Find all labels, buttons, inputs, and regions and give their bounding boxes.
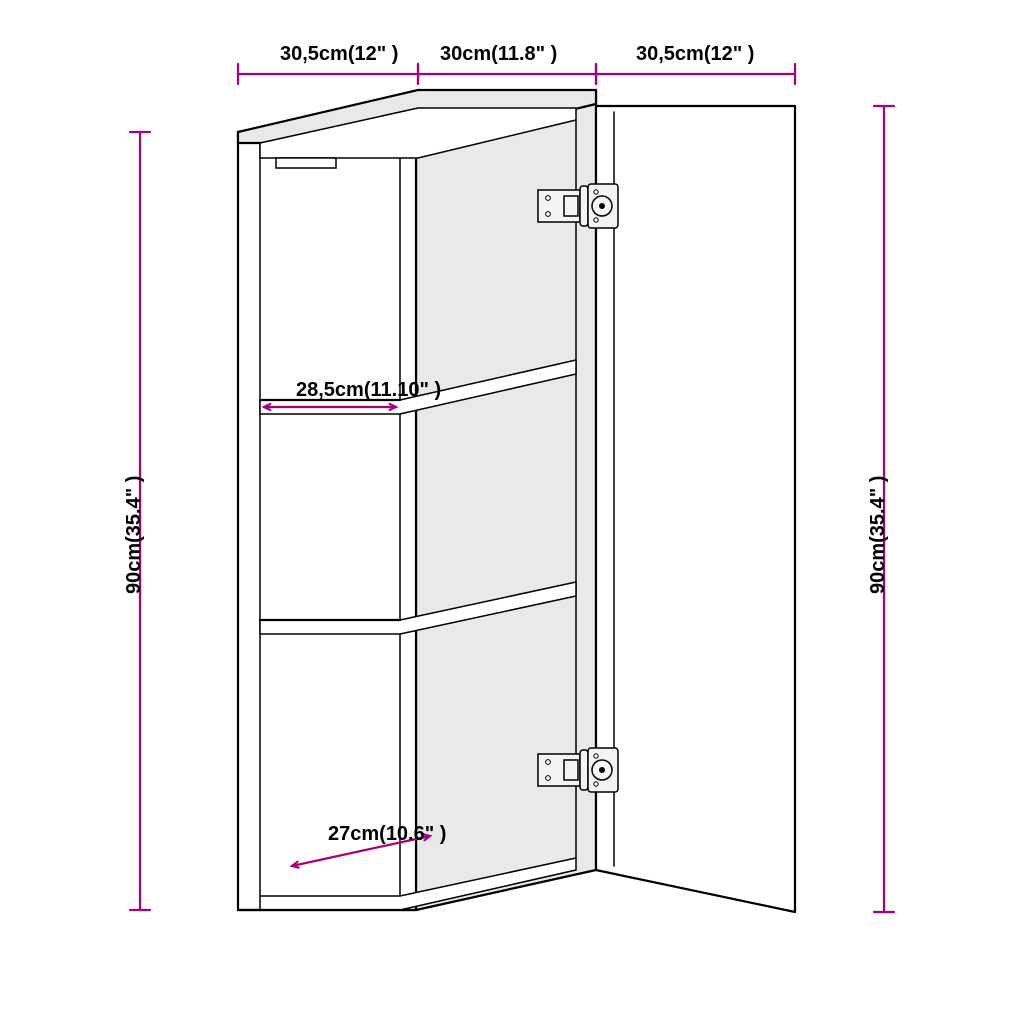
cabinet-door [596, 106, 795, 912]
dim-inner-depth: 27cm(10.6" ) [328, 824, 446, 844]
cabinet-front [238, 132, 416, 910]
dim-depth-top: 30cm(11.8" ) [440, 44, 557, 64]
dim-shelf-width: 28,5cm(11.10" ) [296, 380, 441, 400]
hinge-icon [538, 184, 618, 228]
dim-height-right: 90cm(35.4" ) [868, 476, 888, 594]
dim-height-left: 90cm(35.4" ) [124, 476, 144, 594]
dim-door-width: 30,5cm(12" ) [636, 44, 754, 64]
hinge-icon [538, 748, 618, 792]
dim-width-left: 30,5cm(12" ) [280, 44, 398, 64]
